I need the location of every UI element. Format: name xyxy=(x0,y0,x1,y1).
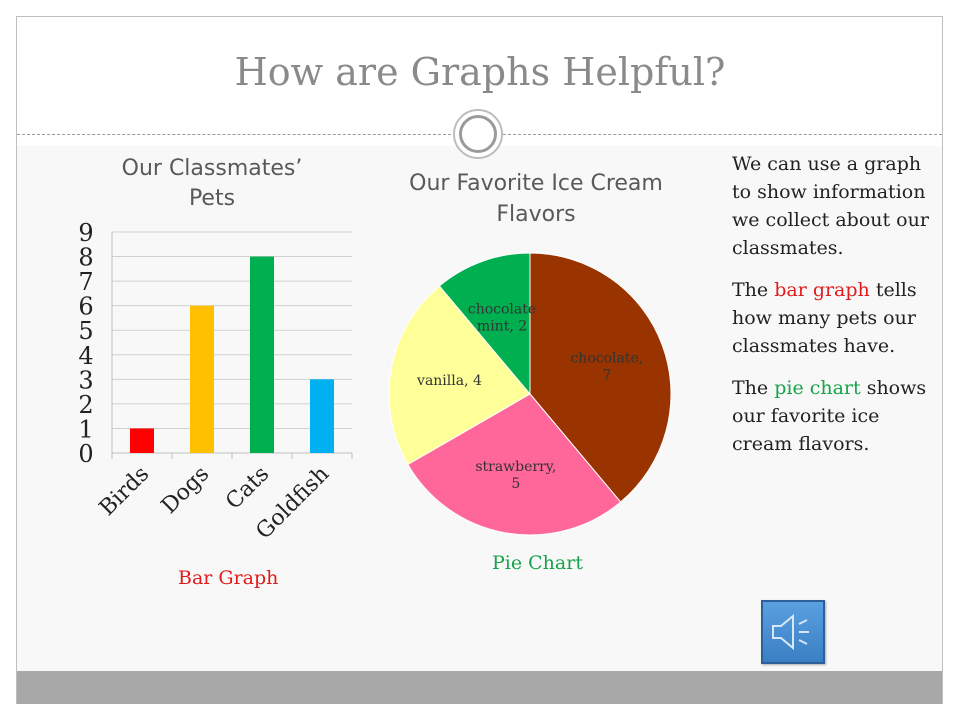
circle-ornament xyxy=(453,109,503,159)
paragraph-3-pre: The xyxy=(732,377,775,399)
pie-chart: Our Favorite Ice Cream Flavors chocolate,… xyxy=(388,171,672,536)
bar-chart-y-tick-label: 3 xyxy=(78,366,93,394)
pie-chart-slice xyxy=(388,285,531,466)
pie-chart-title: Our Favorite Ice Cream Flavors xyxy=(409,171,663,227)
speaker-icon xyxy=(772,613,809,651)
bar-chart-y-tick-label: 9 xyxy=(78,219,93,247)
pie-chart-slice-label: vanilla, 4 xyxy=(416,373,482,389)
bar-chart-bar xyxy=(310,379,334,453)
paragraph-2-post: tells how many pets our classmates have. xyxy=(732,279,917,357)
bar-chart-y-tick-label: 1 xyxy=(78,415,93,443)
bar-graph-highlight: bar graph xyxy=(774,279,870,301)
pie-chart-slice-label: strawberry, xyxy=(475,459,556,475)
pie-chart-slice-label: mint, 2 xyxy=(477,319,527,335)
bar-chart-y-tick-label: 8 xyxy=(78,244,93,272)
description-paragraph-3: The pie chart shows our favorite ice cre… xyxy=(732,374,932,458)
paragraph-3-post: shows our favorite ice cream flavors. xyxy=(732,377,927,455)
bar-chart-y-tick-label: 7 xyxy=(78,268,93,296)
bar-chart-title-line: Pets xyxy=(189,186,235,211)
bar-chart-bar xyxy=(130,428,154,453)
bar-chart-y-tick-label: 4 xyxy=(78,342,93,370)
pie-chart-highlight: pie chart xyxy=(774,377,861,399)
pie-chart-title-line: Flavors xyxy=(496,202,575,227)
pie-chart-slice xyxy=(438,252,531,396)
pie-chart-slice xyxy=(529,252,672,503)
bar-chart-title: Our Classmates’ Pets xyxy=(122,156,303,211)
pie-chart-slice-label: chocolate xyxy=(468,302,536,318)
bar-chart-title-line: Our Classmates’ xyxy=(122,156,303,181)
bar-chart-x-tick-label: Birds xyxy=(95,462,154,521)
pie-chart-slice-label: 7 xyxy=(602,368,611,384)
pie-chart-slice xyxy=(407,393,622,536)
bar-chart-bar xyxy=(250,256,274,453)
circle-ornament-inner xyxy=(459,115,497,153)
description-text: We can use a graph to show information w… xyxy=(732,150,932,472)
sound-button[interactable] xyxy=(761,600,825,664)
pie-chart-slices xyxy=(388,252,672,536)
bar-chart-x-tick-label: Cats xyxy=(221,462,274,515)
bar-graph-caption: Bar Graph xyxy=(178,567,279,589)
bar-chart-x-tick-label: Dogs xyxy=(157,462,214,519)
pie-chart-labels: chocolate,7 strawberry,5 vanilla, 4 chocola… xyxy=(416,302,643,492)
description-paragraph-1: We can use a graph to show information w… xyxy=(732,153,929,259)
footer-bar xyxy=(17,671,942,704)
bar-chart-bar xyxy=(190,305,214,453)
pie-chart-slice-label: 5 xyxy=(511,476,520,492)
paragraph-2-pre: The xyxy=(732,279,775,301)
pie-chart-caption: Pie Chart xyxy=(492,552,583,574)
bar-chart-y-tick-label: 6 xyxy=(78,293,93,321)
pie-chart-slice-label: chocolate, xyxy=(570,351,643,367)
description-paragraph-2: The bar graph tells how many pets our cl… xyxy=(732,276,932,360)
bar-chart-bars xyxy=(130,256,334,453)
bar-chart-y-tick-label: 2 xyxy=(78,391,93,419)
pie-chart-title-line: Our Favorite Ice Cream xyxy=(409,171,663,196)
bar-chart-y-tick-label: 0 xyxy=(78,440,93,468)
bar-chart-y-tick-label: 5 xyxy=(78,317,93,345)
slide-title: How are Graphs Helpful? xyxy=(234,50,726,94)
